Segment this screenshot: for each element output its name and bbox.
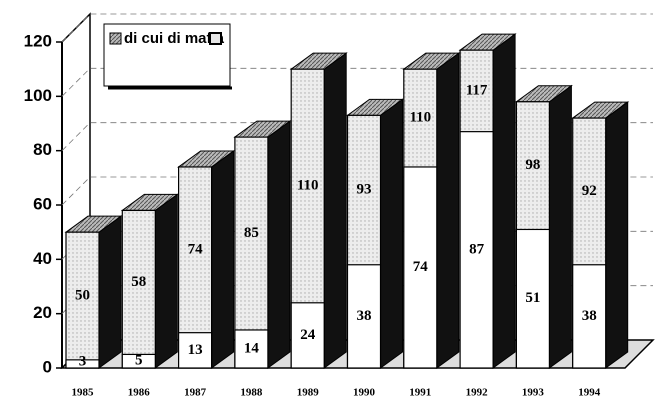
- x-tick-label: 1987: [184, 387, 207, 399]
- value-label: 74: [413, 259, 429, 275]
- bar-side: [548, 84, 572, 369]
- bar-mafia: [403, 166, 438, 369]
- bar-side: [323, 52, 347, 369]
- x-tick-label: 1988: [240, 387, 263, 399]
- value-label: 13: [188, 342, 203, 358]
- bar-side: [154, 193, 178, 369]
- value-label: 5: [135, 353, 143, 369]
- bar-mafia: [290, 302, 325, 369]
- bar-side: [436, 52, 460, 369]
- bar-mafia: [346, 264, 382, 369]
- x-tick-label: 1986: [128, 387, 151, 399]
- value-label: 14: [244, 340, 260, 356]
- value-label: 51: [525, 290, 540, 306]
- value-label: 117: [466, 82, 488, 98]
- bar-mafia: [515, 228, 551, 369]
- bar-side: [211, 149, 235, 369]
- bar-side: [492, 33, 516, 369]
- value-label: 110: [297, 177, 319, 193]
- value-label: 92: [582, 183, 597, 199]
- value-label: 24: [300, 327, 316, 343]
- grid-line: [61, 13, 653, 43]
- x-tick-label: 1985: [72, 387, 95, 399]
- bar: [121, 209, 156, 369]
- x-tick-label: 1989: [297, 387, 320, 399]
- y-tick-label: 40: [33, 249, 52, 268]
- value-label: 50: [75, 287, 90, 303]
- bar-side: [98, 215, 122, 369]
- y-tick-label: 20: [33, 303, 52, 322]
- y-tick-label: 80: [33, 140, 52, 159]
- legend-label: di cui di mafia: [124, 30, 225, 47]
- bar-side: [267, 120, 291, 369]
- legend-swatch: [109, 32, 122, 45]
- x-tick-label: 1991: [409, 387, 431, 399]
- y-tick-label: 120: [24, 31, 52, 50]
- value-label: 58: [131, 274, 146, 290]
- value-label: 85: [244, 225, 259, 241]
- y-tick-label: 100: [24, 86, 52, 105]
- value-label: 3: [79, 353, 87, 369]
- y-tick-label: 0: [43, 357, 52, 376]
- bar-mafia: [121, 353, 156, 369]
- bar-mafia: [572, 264, 607, 369]
- value-label: 87: [469, 241, 485, 257]
- value-label: 74: [188, 241, 204, 257]
- bar-mafia: [459, 131, 494, 369]
- bar-mafia: [178, 332, 213, 369]
- value-label: 38: [582, 308, 597, 324]
- value-label: 98: [525, 157, 540, 173]
- x-tick-label: 1994: [578, 387, 601, 399]
- value-label: 110: [409, 110, 431, 126]
- bar-side: [605, 101, 629, 369]
- y-tick-label: 60: [33, 194, 52, 213]
- x-tick-label: 1993: [522, 387, 545, 399]
- bar-mafia: [234, 329, 269, 369]
- bar-side: [380, 98, 403, 369]
- value-label: 93: [357, 181, 372, 197]
- bar-mafia: [65, 359, 100, 369]
- x-tick-label: 1990: [353, 387, 376, 399]
- x-tick-label: 1992: [466, 387, 489, 399]
- legend-swatch: [209, 32, 222, 45]
- value-label: 38: [357, 308, 372, 324]
